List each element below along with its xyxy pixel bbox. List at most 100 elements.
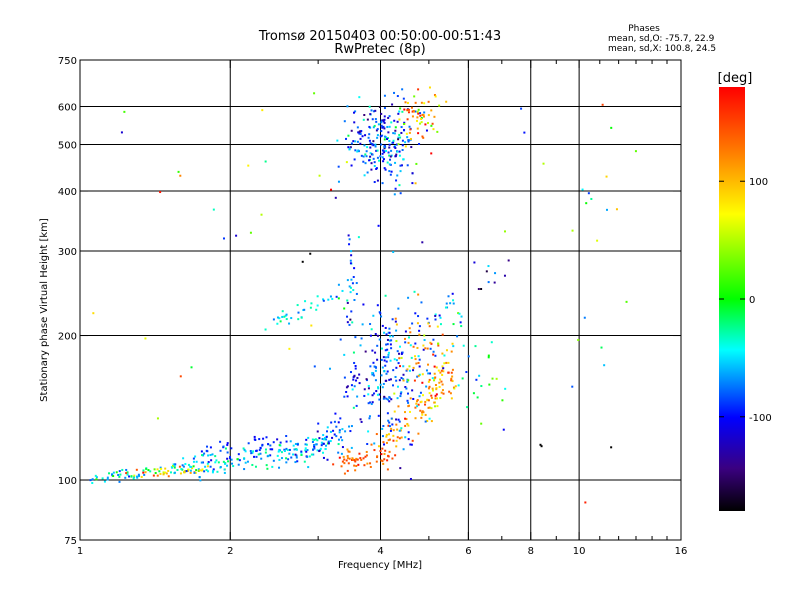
data-point	[189, 469, 192, 472]
data-point	[404, 101, 407, 104]
data-point	[358, 452, 361, 455]
data-point	[407, 431, 410, 434]
data-point	[396, 120, 399, 123]
data-point	[380, 315, 383, 318]
data-point	[439, 397, 442, 400]
data-point	[359, 137, 362, 140]
data-point	[197, 468, 200, 471]
data-point	[383, 147, 386, 150]
data-point	[407, 405, 410, 408]
data-point	[354, 140, 357, 143]
data-point	[382, 425, 385, 428]
data-point	[345, 137, 348, 140]
data-point	[333, 433, 336, 436]
data-point	[382, 120, 385, 123]
data-point	[180, 468, 183, 471]
data-point	[409, 137, 412, 140]
data-point	[369, 462, 372, 465]
data-point	[454, 385, 457, 388]
data-point	[415, 119, 418, 122]
data-point	[300, 454, 303, 457]
data-point	[441, 365, 444, 368]
data-point	[348, 457, 351, 460]
data-point	[329, 295, 332, 298]
data-point	[259, 446, 262, 449]
data-point	[328, 367, 331, 370]
data-point	[437, 344, 440, 347]
data-point	[436, 130, 439, 133]
data-point	[264, 160, 267, 163]
data-point	[345, 161, 348, 164]
data-point	[360, 337, 363, 340]
data-point	[419, 122, 422, 125]
data-point	[393, 132, 396, 135]
data-point	[450, 397, 453, 400]
data-point	[390, 427, 393, 430]
data-point	[377, 387, 380, 390]
data-point	[388, 170, 391, 173]
data-point	[444, 306, 447, 309]
data-point	[167, 469, 170, 472]
data-point	[305, 438, 308, 441]
data-point	[442, 392, 445, 395]
data-point	[393, 392, 396, 395]
data-point	[183, 471, 186, 474]
data-point	[430, 109, 433, 112]
data-point	[625, 300, 628, 303]
data-point	[381, 324, 384, 327]
data-point	[386, 370, 389, 373]
data-point	[115, 471, 118, 474]
data-point	[358, 130, 361, 133]
x-tick-label: 8	[528, 546, 534, 557]
data-point	[92, 312, 95, 315]
data-point	[120, 131, 123, 134]
data-point	[257, 453, 260, 456]
data-point	[366, 171, 369, 174]
data-point	[404, 385, 407, 388]
data-point	[357, 149, 360, 152]
data-point	[462, 344, 465, 347]
data-point	[433, 401, 436, 404]
data-point	[280, 451, 283, 454]
data-point	[368, 159, 371, 162]
data-point	[411, 389, 414, 392]
data-point	[408, 139, 411, 142]
data-point	[388, 331, 391, 334]
data-point	[434, 95, 437, 98]
data-point	[376, 128, 379, 131]
data-point	[388, 327, 391, 330]
data-point	[504, 230, 507, 233]
data-point	[389, 359, 392, 362]
data-point	[406, 101, 409, 104]
data-point	[398, 437, 401, 440]
data-point	[379, 450, 382, 453]
data-point	[407, 336, 410, 339]
data-point	[388, 396, 391, 399]
data-point	[429, 341, 432, 344]
data-point	[156, 474, 159, 477]
data-point	[366, 443, 369, 446]
data-point	[306, 455, 309, 458]
data-point	[439, 323, 442, 326]
data-point	[210, 459, 213, 462]
data-point	[411, 322, 414, 325]
data-point	[370, 162, 373, 165]
data-point	[426, 317, 429, 320]
data-point	[387, 356, 390, 359]
data-point	[316, 295, 319, 298]
data-point	[398, 345, 401, 348]
data-point	[407, 379, 410, 382]
data-point	[382, 119, 385, 122]
data-point	[294, 442, 297, 445]
data-point	[380, 143, 383, 146]
data-point	[387, 131, 390, 134]
data-point	[319, 447, 322, 450]
y-tick-label: 750	[58, 56, 77, 67]
data-point	[357, 236, 360, 239]
y-tick-label: 75	[64, 536, 77, 547]
data-point	[395, 445, 398, 448]
data-point	[311, 438, 314, 441]
data-point	[350, 129, 353, 132]
data-point	[350, 250, 353, 253]
data-point	[359, 142, 362, 145]
